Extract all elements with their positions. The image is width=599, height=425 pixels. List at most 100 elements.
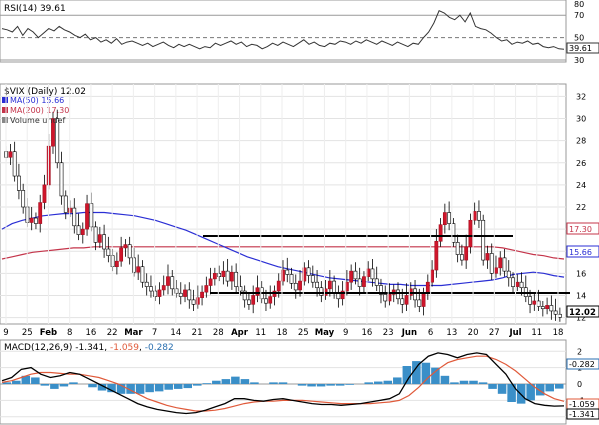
candle-body [464, 246, 469, 261]
candle-body [153, 290, 158, 297]
candle-body [221, 270, 226, 277]
candle-body [212, 273, 217, 280]
macd-indicator: MACD(12,26,9) [4, 343, 72, 353]
candle-body [421, 292, 426, 307]
candle-body [72, 207, 77, 227]
macd-histogram-bar [507, 384, 516, 402]
candle-body [144, 281, 149, 287]
candle-body [481, 219, 486, 261]
price-ytick-label: 30 [576, 115, 586, 124]
macd-histogram-bar [12, 380, 21, 384]
macd-right-label-macd: -1.341 [569, 410, 595, 419]
macd-histogram-bar [31, 377, 40, 384]
price-ytick-label: 32 [576, 92, 586, 101]
candle-body [55, 118, 60, 164]
macd-histogram-bar [412, 361, 421, 384]
candle-body [404, 295, 409, 305]
candle-body [549, 305, 554, 312]
x-tick-label: 8 [67, 328, 72, 338]
x-tick-label: 6 [428, 328, 433, 338]
candle-body [332, 280, 337, 294]
candle-body [485, 253, 490, 261]
candle-body [200, 291, 204, 298]
candle-body [85, 203, 89, 230]
candle-body [187, 289, 192, 301]
candle-body [29, 217, 34, 223]
candle-body [268, 296, 273, 304]
candle-body [494, 267, 498, 274]
candle-body [204, 285, 209, 293]
candle-body [468, 219, 473, 248]
x-tick-label: 22 [107, 328, 118, 338]
macd-histogram-bar [50, 384, 59, 389]
candle-body [349, 270, 354, 283]
rsi-last-value: 39.61 [569, 44, 592, 53]
macd-signal-value: -1.059 [110, 343, 139, 353]
legend-volume-swatch [2, 117, 8, 123]
macd-histogram-bar [526, 384, 535, 401]
x-tick-label: 25 [22, 328, 33, 338]
candle-body [191, 299, 196, 305]
rsi-ytick-label: 80 [574, 0, 584, 9]
x-tick-label: Mar [124, 328, 143, 338]
x-tick-label: 18 [277, 328, 288, 338]
macd-histogram-bar [21, 375, 31, 384]
candle-body [396, 289, 400, 300]
rsi-frame [0, 0, 567, 63]
candle-body [506, 270, 511, 279]
candle-body [362, 276, 366, 287]
legend-volume-label: Volume undef [10, 116, 65, 125]
candle-body [149, 286, 153, 292]
macd-histogram-bar [164, 384, 173, 390]
legend: MA(50) 15.66 MA(200) 17.30 Volume undef [2, 96, 69, 125]
candle-body [170, 276, 175, 290]
candle-body [63, 195, 68, 213]
macd-histogram-bar [212, 380, 221, 384]
macd-ytick-label: 2 [577, 347, 582, 356]
macd-histogram-bar [116, 384, 126, 394]
rsi-last-value-box [566, 42, 599, 54]
candle-body [438, 224, 443, 242]
candle-body [532, 300, 537, 305]
rsi-ytick-label: 50 [574, 34, 584, 43]
ma50-price-label: 15.66 [569, 248, 592, 257]
macd-histogram-bar [193, 384, 202, 386]
x-tick-label: 9 [343, 328, 348, 338]
candle-body [21, 190, 26, 208]
candle-body [460, 254, 464, 261]
macd-histogram-bar [269, 382, 278, 384]
macd-line [1, 352, 565, 415]
macd-histogram-bar [364, 382, 373, 384]
candle-body [38, 202, 43, 224]
candle-body [557, 313, 562, 318]
candle-body [242, 290, 247, 301]
candle-body [434, 240, 439, 271]
candle-body [114, 260, 119, 268]
x-tick-label: 16 [362, 328, 373, 338]
macd-histogram-bar [59, 384, 69, 387]
candle-body [540, 306, 545, 310]
candle-body [357, 278, 362, 287]
candle-body [306, 267, 311, 276]
candle-body [442, 212, 447, 225]
candle-body [140, 266, 145, 283]
macd-right-label-box-3 [566, 408, 599, 420]
x-tick-label: 28 [213, 328, 224, 338]
candle-body [93, 226, 98, 243]
candle-body [489, 253, 494, 274]
candle-body [340, 290, 345, 300]
candle-body [161, 285, 166, 291]
candle-body [336, 292, 341, 300]
candle-body [217, 273, 222, 277]
candle-body [281, 269, 285, 282]
candle-body [498, 257, 503, 269]
candle-body [447, 212, 452, 224]
candle-body [208, 278, 213, 286]
candle-body [353, 270, 358, 280]
macd-histogram-bar [383, 380, 393, 384]
macd-histogram-bar [88, 384, 97, 388]
x-tick-label: Jul [508, 328, 521, 338]
candle-body [379, 285, 383, 295]
x-tick-label: 11 [255, 328, 266, 338]
